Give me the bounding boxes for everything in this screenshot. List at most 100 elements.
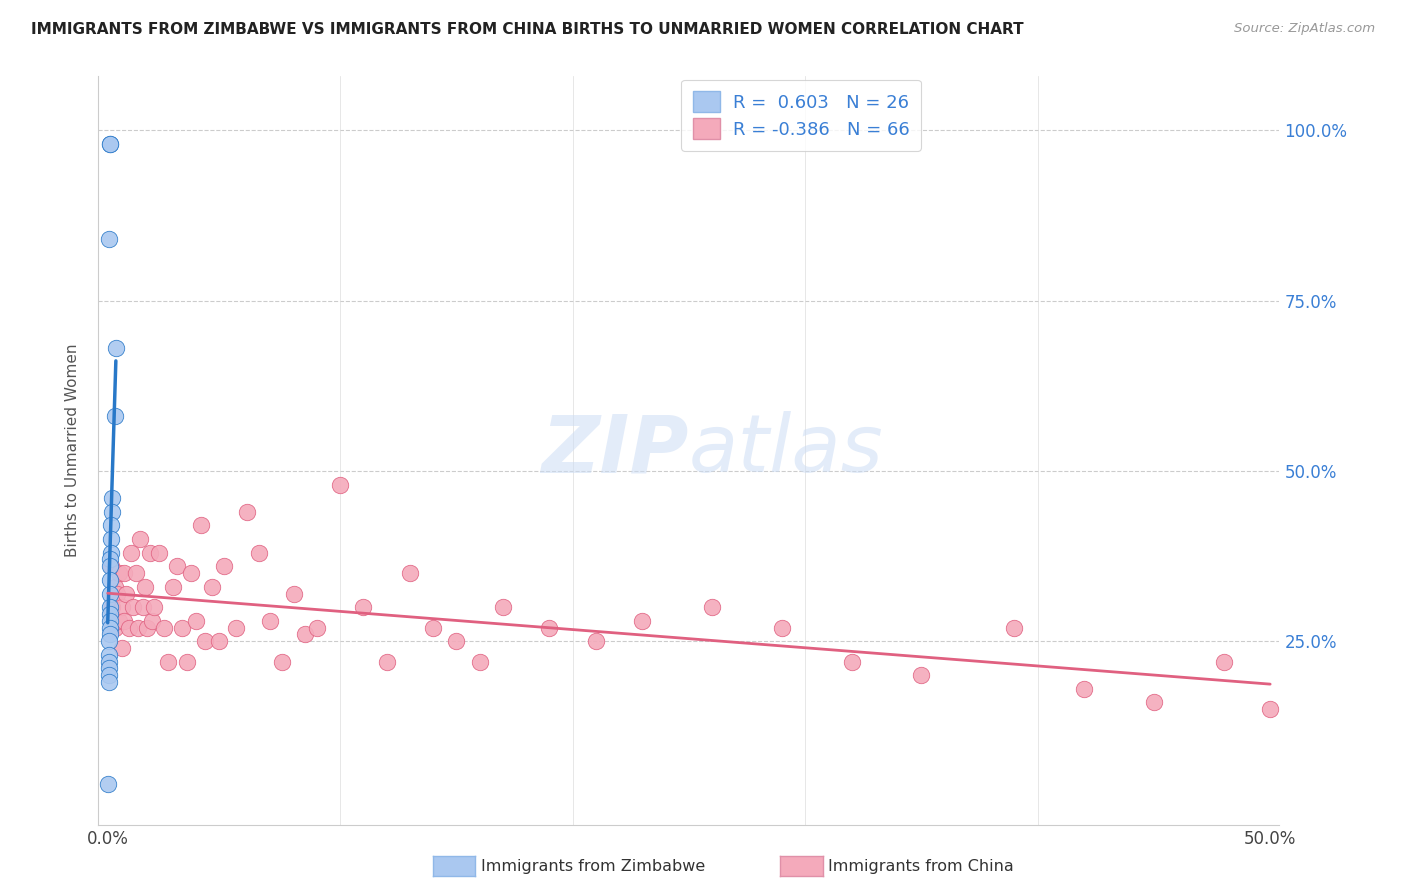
Point bbox=[97, 655, 120, 669]
Point bbox=[134, 580, 156, 594]
Point bbox=[127, 621, 149, 635]
Point bbox=[157, 655, 180, 669]
Point bbox=[212, 559, 235, 574]
Point bbox=[702, 600, 724, 615]
Point bbox=[208, 634, 231, 648]
Point bbox=[98, 600, 121, 615]
Point bbox=[184, 614, 207, 628]
Point bbox=[236, 505, 259, 519]
Point bbox=[104, 621, 127, 635]
Point bbox=[375, 655, 398, 669]
Point bbox=[353, 600, 375, 615]
Point bbox=[120, 546, 142, 560]
Text: ZIP: ZIP bbox=[541, 411, 689, 490]
Point bbox=[104, 580, 127, 594]
Point bbox=[108, 614, 131, 628]
Point bbox=[166, 559, 188, 574]
Point bbox=[98, 136, 121, 151]
Point bbox=[152, 621, 174, 635]
Point bbox=[100, 546, 122, 560]
Point bbox=[97, 675, 120, 690]
Point bbox=[117, 621, 139, 635]
Point bbox=[100, 559, 122, 574]
Point bbox=[97, 661, 120, 675]
Text: Immigrants from Zimbabwe: Immigrants from Zimbabwe bbox=[481, 859, 704, 873]
Point bbox=[1212, 655, 1234, 669]
Point bbox=[108, 566, 131, 580]
Point bbox=[112, 566, 135, 580]
Point bbox=[101, 600, 124, 615]
Point bbox=[172, 621, 194, 635]
Point bbox=[97, 232, 120, 246]
Point bbox=[770, 621, 793, 635]
Point bbox=[98, 627, 121, 641]
Point bbox=[143, 600, 166, 615]
Point bbox=[841, 655, 863, 669]
Point bbox=[1258, 702, 1281, 716]
Point bbox=[201, 580, 224, 594]
Point bbox=[1143, 696, 1166, 710]
Point bbox=[446, 634, 468, 648]
Point bbox=[399, 566, 422, 580]
Point bbox=[100, 532, 122, 546]
Point bbox=[98, 648, 121, 662]
Point bbox=[194, 634, 217, 648]
Point bbox=[283, 586, 305, 600]
Point bbox=[271, 655, 294, 669]
Point bbox=[136, 621, 159, 635]
Point bbox=[910, 668, 932, 682]
Point bbox=[1073, 681, 1095, 696]
Point bbox=[98, 552, 121, 566]
Point bbox=[111, 600, 134, 615]
Point bbox=[585, 634, 607, 648]
Point bbox=[97, 668, 120, 682]
Point bbox=[141, 614, 163, 628]
Point bbox=[98, 586, 121, 600]
Point bbox=[122, 600, 145, 615]
Text: Immigrants from China: Immigrants from China bbox=[828, 859, 1014, 873]
Point bbox=[104, 341, 127, 355]
Point bbox=[98, 559, 121, 574]
Point bbox=[112, 614, 135, 628]
Point bbox=[129, 532, 152, 546]
Point bbox=[305, 621, 328, 635]
Point bbox=[111, 640, 134, 655]
Point bbox=[98, 136, 121, 151]
Point bbox=[162, 580, 184, 594]
Point bbox=[631, 614, 654, 628]
Point bbox=[124, 566, 146, 580]
Point bbox=[492, 600, 515, 615]
Point bbox=[105, 586, 128, 600]
Text: Source: ZipAtlas.com: Source: ZipAtlas.com bbox=[1234, 22, 1375, 36]
Legend: R =  0.603   N = 26, R = -0.386   N = 66: R = 0.603 N = 26, R = -0.386 N = 66 bbox=[681, 79, 921, 151]
Point bbox=[329, 477, 352, 491]
Point bbox=[98, 634, 121, 648]
Point bbox=[97, 777, 120, 791]
Point bbox=[98, 621, 121, 635]
Point bbox=[98, 607, 121, 621]
Text: IMMIGRANTS FROM ZIMBABWE VS IMMIGRANTS FROM CHINA BIRTHS TO UNMARRIED WOMEN CORR: IMMIGRANTS FROM ZIMBABWE VS IMMIGRANTS F… bbox=[31, 22, 1024, 37]
Point bbox=[1002, 621, 1025, 635]
Point bbox=[176, 655, 198, 669]
Point bbox=[538, 621, 561, 635]
Point bbox=[115, 586, 138, 600]
Point bbox=[98, 614, 121, 628]
Point bbox=[131, 600, 153, 615]
Point bbox=[101, 505, 124, 519]
Point bbox=[225, 621, 247, 635]
Text: atlas: atlas bbox=[689, 411, 884, 490]
Point bbox=[422, 621, 444, 635]
Point bbox=[98, 573, 121, 587]
Point bbox=[468, 655, 491, 669]
Point bbox=[138, 546, 160, 560]
Point bbox=[190, 518, 212, 533]
Point bbox=[180, 566, 202, 580]
Point bbox=[100, 518, 122, 533]
Point bbox=[294, 627, 316, 641]
Point bbox=[247, 546, 270, 560]
Point bbox=[104, 409, 127, 424]
Point bbox=[148, 546, 170, 560]
Point bbox=[259, 614, 281, 628]
Point bbox=[101, 491, 124, 505]
Y-axis label: Births to Unmarried Women: Births to Unmarried Women bbox=[65, 343, 80, 558]
